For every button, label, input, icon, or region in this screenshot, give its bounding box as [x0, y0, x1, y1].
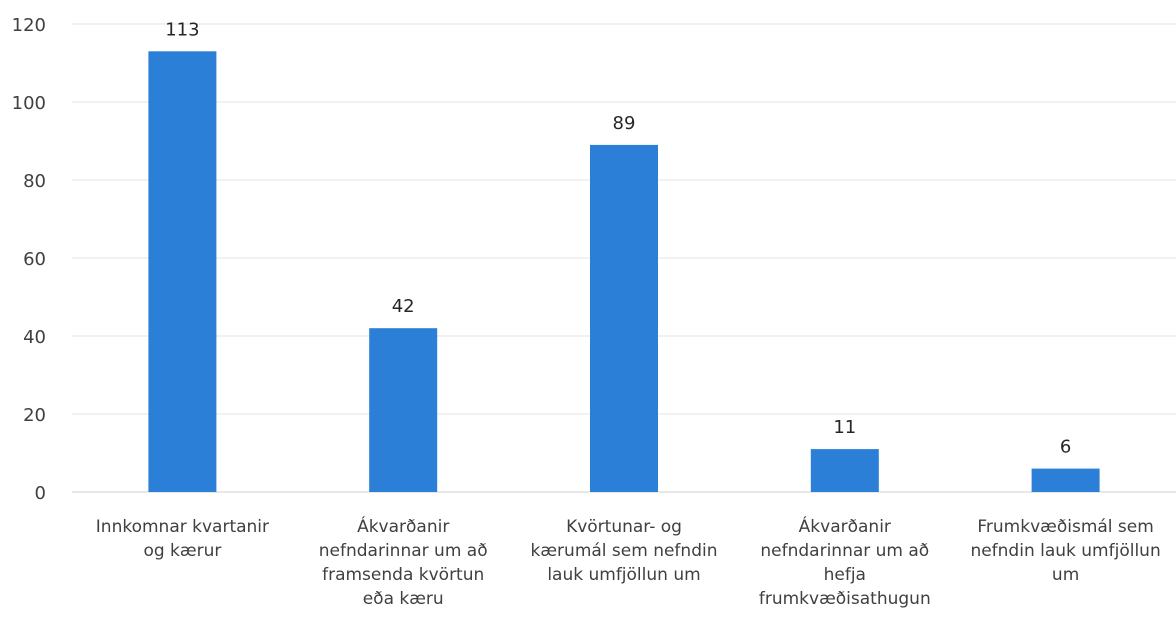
category-label-line: um [1052, 565, 1079, 585]
data-label: 6 [1060, 437, 1071, 458]
category-label-line: nefndarinnar um að [760, 541, 929, 561]
category-label-line: Frumkvæðismál sem [977, 517, 1153, 537]
bar [810, 449, 879, 492]
data-label: 89 [613, 113, 636, 134]
bar [1031, 468, 1100, 492]
data-label: 11 [833, 417, 856, 438]
category-label-line: kærumál sem nefndin [531, 541, 718, 561]
bars [148, 51, 1100, 493]
category-label-line: Kvörtunar- og [566, 517, 682, 537]
category-label-line: Ákvarðanir [357, 515, 449, 537]
y-tick-label: 80 [23, 171, 46, 192]
y-tick-label: 60 [23, 249, 46, 270]
bar [148, 51, 217, 493]
category-label: Kvörtunar- og kærumál sem nefndin lauk umf… [531, 517, 718, 585]
data-label: 42 [392, 296, 415, 317]
y-tick-label: 20 [23, 405, 46, 426]
category-label-line: frumkvæðisathugun [759, 589, 931, 609]
category-label-line: Innkomnar kvartanir [96, 517, 269, 537]
category-label-line: og kærur [143, 541, 221, 561]
category-label-line: nefndin lauk umfjöllun [970, 541, 1160, 561]
category-label-line: framsenda kvörtun [322, 565, 484, 585]
category-label-line: nefndarinnar um að [319, 541, 488, 561]
y-tick-label: 100 [12, 93, 46, 114]
data-labels: 113 42 89 11 6 [165, 19, 1071, 457]
data-label: 113 [165, 19, 199, 40]
category-label-line: eða kæru [363, 589, 444, 609]
bar [369, 328, 438, 492]
category-label-line: lauk umfjöllun um [547, 565, 700, 585]
category-labels: Innkomnar kvartanir og kærur Ákvarðanir nef… [96, 515, 1161, 609]
category-label-line: hefja [824, 565, 866, 585]
category-label: Ákvarðanir nefndarinnar um að hefja frumkvæ… [759, 515, 931, 609]
category-label: Frumkvæðismál sem nefndin lauk umfjöllun u… [970, 517, 1160, 585]
bar [590, 144, 658, 492]
category-label: Ákvarðanir nefndarinnar um að framsenda kv… [319, 515, 488, 609]
y-tick-label: 0 [35, 483, 46, 504]
y-tick-label: 40 [23, 327, 46, 348]
y-axis-tick-labels: 0 20 40 60 80 100 120 [12, 15, 46, 504]
category-label-line: Ákvarðanir [799, 515, 891, 537]
category-label: Innkomnar kvartanir og kærur [96, 517, 269, 561]
y-tick-label: 120 [12, 15, 46, 36]
